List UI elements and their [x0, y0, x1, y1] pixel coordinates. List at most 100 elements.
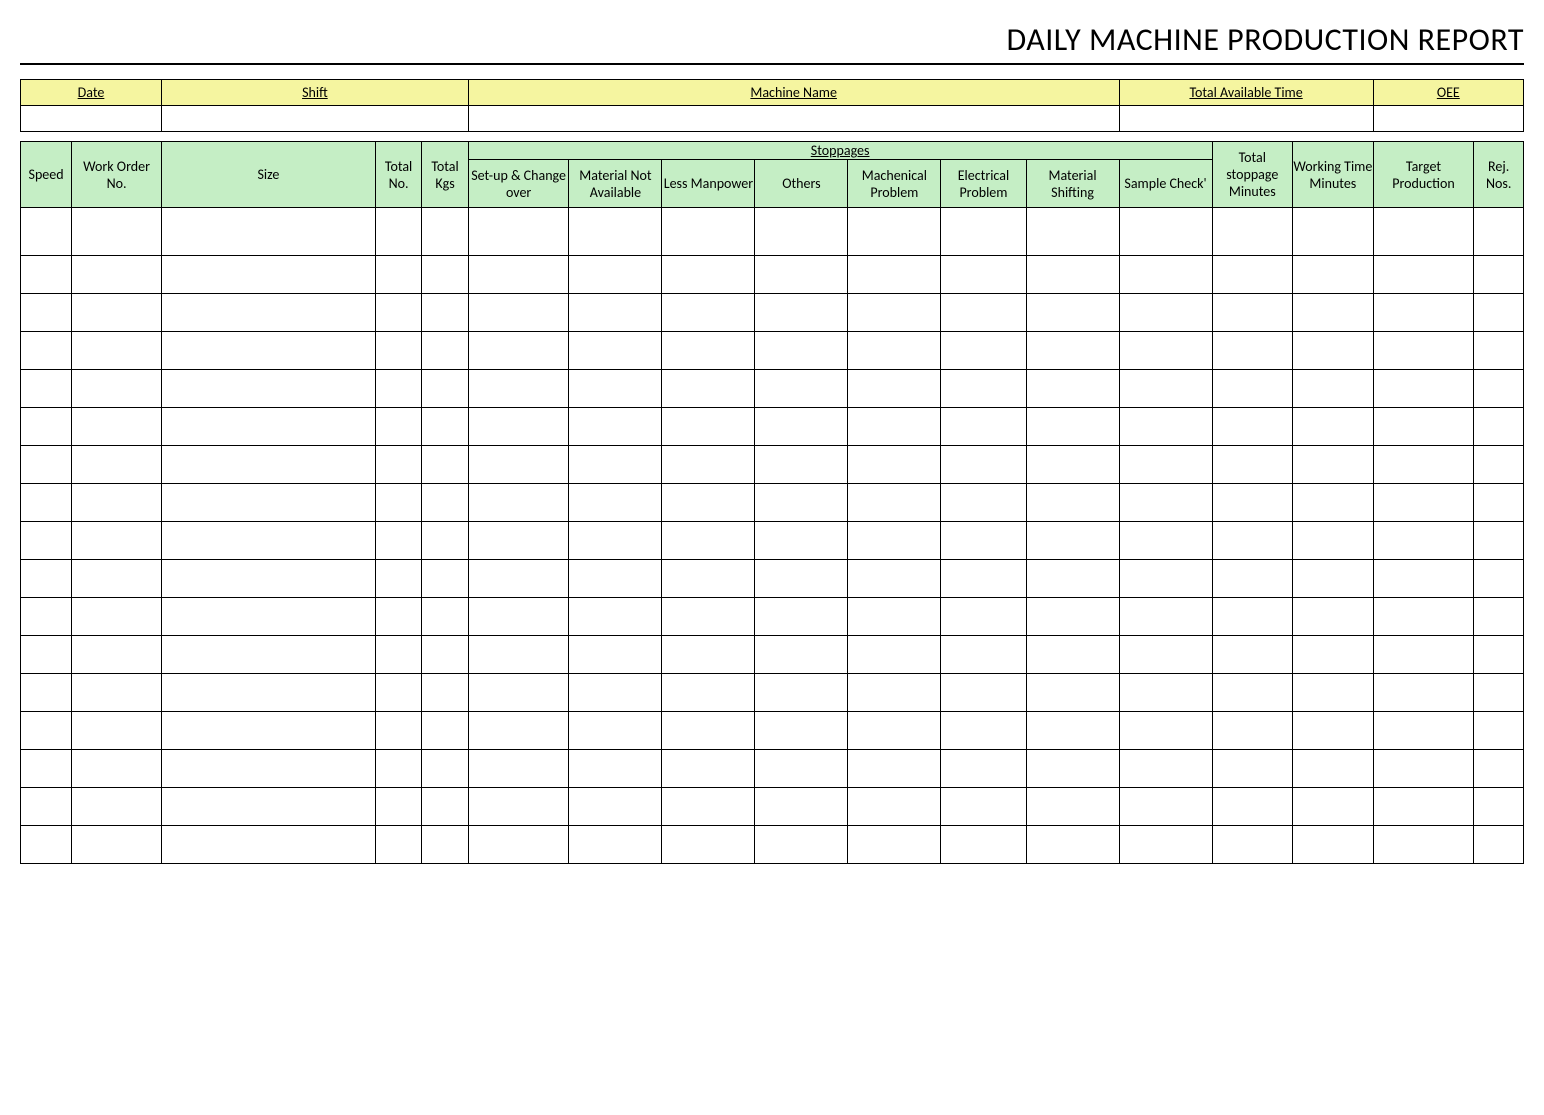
table-cell[interactable]: [1373, 636, 1474, 674]
table-cell[interactable]: [1373, 446, 1474, 484]
table-cell[interactable]: [1119, 446, 1212, 484]
table-cell[interactable]: [755, 788, 848, 826]
table-cell[interactable]: [1119, 294, 1212, 332]
table-cell[interactable]: [375, 256, 421, 294]
table-cell[interactable]: [21, 332, 72, 370]
table-cell[interactable]: [941, 712, 1026, 750]
table-cell[interactable]: [21, 256, 72, 294]
info-value-date[interactable]: [21, 106, 162, 132]
table-cell[interactable]: [21, 522, 72, 560]
table-cell[interactable]: [1212, 674, 1293, 712]
table-cell[interactable]: [162, 446, 376, 484]
table-cell[interactable]: [1474, 208, 1524, 256]
info-value-total-available-time[interactable]: [1119, 106, 1373, 132]
table-cell[interactable]: [569, 208, 662, 256]
table-cell[interactable]: [468, 256, 569, 294]
table-cell[interactable]: [72, 370, 162, 408]
table-cell[interactable]: [1293, 674, 1374, 712]
table-cell[interactable]: [755, 446, 848, 484]
table-cell[interactable]: [569, 484, 662, 522]
table-cell[interactable]: [375, 294, 421, 332]
table-cell[interactable]: [162, 674, 376, 712]
table-cell[interactable]: [941, 446, 1026, 484]
table-cell[interactable]: [569, 750, 662, 788]
table-cell[interactable]: [422, 484, 468, 522]
table-cell[interactable]: [569, 408, 662, 446]
table-cell[interactable]: [1293, 636, 1374, 674]
table-cell[interactable]: [941, 560, 1026, 598]
table-cell[interactable]: [941, 332, 1026, 370]
table-cell[interactable]: [21, 294, 72, 332]
table-cell[interactable]: [569, 256, 662, 294]
table-cell[interactable]: [1373, 750, 1474, 788]
table-cell[interactable]: [468, 674, 569, 712]
table-cell[interactable]: [662, 636, 755, 674]
table-cell[interactable]: [569, 788, 662, 826]
table-cell[interactable]: [21, 598, 72, 636]
table-cell[interactable]: [941, 256, 1026, 294]
table-cell[interactable]: [848, 636, 941, 674]
table-cell[interactable]: [1373, 332, 1474, 370]
table-cell[interactable]: [1474, 826, 1524, 864]
table-cell[interactable]: [755, 208, 848, 256]
table-cell[interactable]: [941, 826, 1026, 864]
table-cell[interactable]: [21, 408, 72, 446]
table-cell[interactable]: [72, 598, 162, 636]
table-cell[interactable]: [848, 446, 941, 484]
table-cell[interactable]: [1293, 256, 1374, 294]
table-cell[interactable]: [375, 674, 421, 712]
table-cell[interactable]: [662, 522, 755, 560]
table-cell[interactable]: [1119, 598, 1212, 636]
table-cell[interactable]: [21, 370, 72, 408]
table-cell[interactable]: [1373, 560, 1474, 598]
table-cell[interactable]: [72, 788, 162, 826]
table-cell[interactable]: [468, 332, 569, 370]
table-cell[interactable]: [848, 294, 941, 332]
table-cell[interactable]: [1212, 484, 1293, 522]
table-cell[interactable]: [662, 750, 755, 788]
table-cell[interactable]: [941, 788, 1026, 826]
table-cell[interactable]: [468, 370, 569, 408]
table-cell[interactable]: [1212, 788, 1293, 826]
table-cell[interactable]: [1293, 826, 1374, 864]
table-cell[interactable]: [1119, 712, 1212, 750]
table-cell[interactable]: [21, 208, 72, 256]
table-cell[interactable]: [1026, 750, 1119, 788]
table-cell[interactable]: [755, 332, 848, 370]
table-cell[interactable]: [468, 560, 569, 598]
table-cell[interactable]: [375, 636, 421, 674]
table-cell[interactable]: [662, 408, 755, 446]
table-cell[interactable]: [1026, 560, 1119, 598]
table-cell[interactable]: [375, 408, 421, 446]
table-cell[interactable]: [162, 560, 376, 598]
table-cell[interactable]: [1119, 332, 1212, 370]
table-cell[interactable]: [1026, 522, 1119, 560]
table-cell[interactable]: [1212, 370, 1293, 408]
table-cell[interactable]: [1119, 408, 1212, 446]
table-cell[interactable]: [468, 484, 569, 522]
table-cell[interactable]: [21, 446, 72, 484]
table-cell[interactable]: [468, 294, 569, 332]
table-cell[interactable]: [21, 750, 72, 788]
table-cell[interactable]: [162, 208, 376, 256]
table-cell[interactable]: [1119, 826, 1212, 864]
table-cell[interactable]: [1474, 370, 1524, 408]
table-cell[interactable]: [1474, 560, 1524, 598]
table-cell[interactable]: [162, 598, 376, 636]
table-cell[interactable]: [375, 484, 421, 522]
table-cell[interactable]: [1373, 256, 1474, 294]
table-cell[interactable]: [72, 636, 162, 674]
table-cell[interactable]: [422, 560, 468, 598]
table-cell[interactable]: [162, 826, 376, 864]
info-value-shift[interactable]: [162, 106, 469, 132]
table-cell[interactable]: [569, 674, 662, 712]
table-cell[interactable]: [662, 256, 755, 294]
table-cell[interactable]: [569, 370, 662, 408]
table-cell[interactable]: [1212, 408, 1293, 446]
table-cell[interactable]: [21, 788, 72, 826]
info-value-machine-name[interactable]: [468, 106, 1119, 132]
table-cell[interactable]: [1026, 484, 1119, 522]
table-cell[interactable]: [848, 370, 941, 408]
table-cell[interactable]: [1474, 674, 1524, 712]
table-cell[interactable]: [848, 208, 941, 256]
